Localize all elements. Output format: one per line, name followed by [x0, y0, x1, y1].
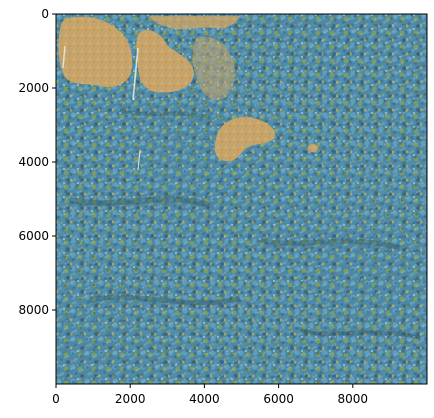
clearing-small-right	[308, 144, 318, 152]
clearing-top-strip	[150, 16, 240, 30]
x-tick-label: 2000	[115, 392, 146, 406]
aerial-forest-image	[56, 14, 427, 384]
clearing-center	[214, 116, 275, 162]
y-tick-label: 6000	[18, 229, 49, 243]
y-tick-label: 8000	[18, 303, 49, 317]
y-tick-label: 2000	[18, 81, 49, 95]
trail-lines	[62, 45, 141, 171]
x-tick-label: 8000	[338, 392, 369, 406]
clearing-top-left	[58, 16, 133, 88]
clearing-upper-middle	[192, 36, 235, 100]
y-tick-label: 4000	[18, 155, 49, 169]
canopy-shadows	[69, 108, 421, 340]
x-tick-label: 4000	[189, 392, 220, 406]
clearing-top-center	[136, 29, 194, 93]
y-tick-label: 0	[41, 7, 49, 21]
x-tick-label: 0	[52, 392, 60, 406]
plot-frame	[55, 13, 428, 385]
x-tick-label: 6000	[263, 392, 294, 406]
x-axis: 0 2000 4000 6000 8000	[52, 384, 368, 406]
y-axis: 0 2000 4000 6000 8000	[18, 7, 56, 317]
